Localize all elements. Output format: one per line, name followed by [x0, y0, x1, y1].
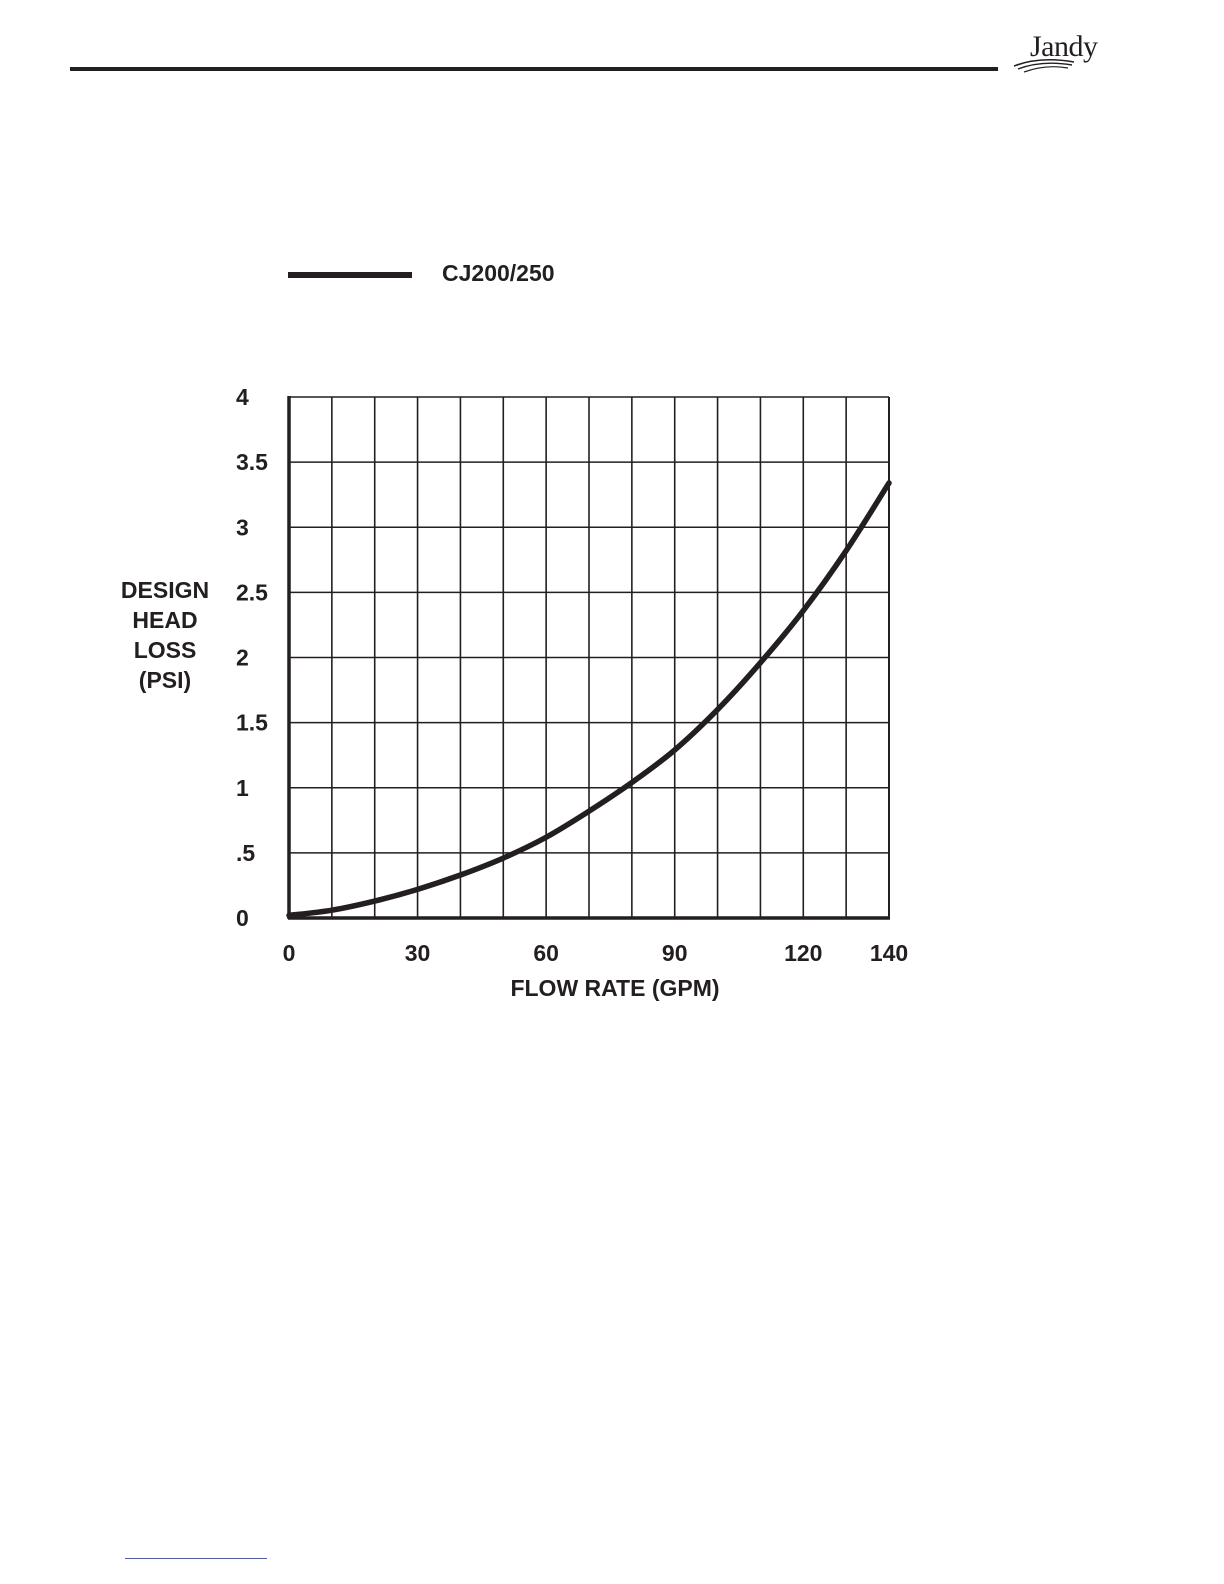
- series-line-cj200-250: [286, 480, 892, 919]
- y-tick-label: 2: [236, 645, 249, 671]
- jandy-logo: Jandy: [1010, 28, 1110, 76]
- y-axis-label-line: LOSS: [133, 637, 197, 663]
- legend-label-cj200-250: CJ200/250: [442, 260, 555, 286]
- y-tick-label: 1: [236, 775, 249, 801]
- logo-waves-icon: [1013, 58, 1075, 73]
- y-axis-label-line: HEAD: [132, 607, 198, 633]
- x-tick-label: 60: [533, 940, 559, 966]
- y-axis-label-line: DESIGN: [120, 577, 210, 603]
- x-tick-label: 0: [283, 940, 296, 966]
- header-rule: [70, 67, 998, 71]
- y-tick-label: 3: [236, 514, 249, 540]
- y-tick-label: 0: [236, 905, 249, 931]
- legend-swatch-cj200-250: [288, 272, 412, 278]
- x-tick-label: 30: [405, 940, 431, 966]
- footer-rule: [125, 1558, 267, 1559]
- chart-ticks: 0 30 60 90 120 140 0 .5 1 1.5 2 2.5 3 3.5 4: [236, 384, 908, 966]
- x-tick-label: 90: [662, 940, 688, 966]
- chart-series: [286, 480, 892, 919]
- x-axis-label: FLOW RATE (GPM): [510, 975, 720, 1001]
- y-tick-label: 1.5: [236, 710, 268, 736]
- y-axis-label: DESIGN HEAD LOSS (PSI): [105, 575, 225, 695]
- y-tick-label: 4: [236, 384, 249, 410]
- y-tick-label: 3.5: [236, 449, 268, 475]
- chart-grid: [289, 396, 889, 918]
- y-axis-label-line: (PSI): [138, 667, 192, 693]
- y-tick-label: 2.5: [236, 579, 268, 605]
- x-tick-label: 140: [870, 940, 908, 966]
- x-tick-label: 120: [784, 940, 822, 966]
- logo-text: Jandy: [1030, 30, 1098, 63]
- y-tick-label: .5: [236, 840, 255, 866]
